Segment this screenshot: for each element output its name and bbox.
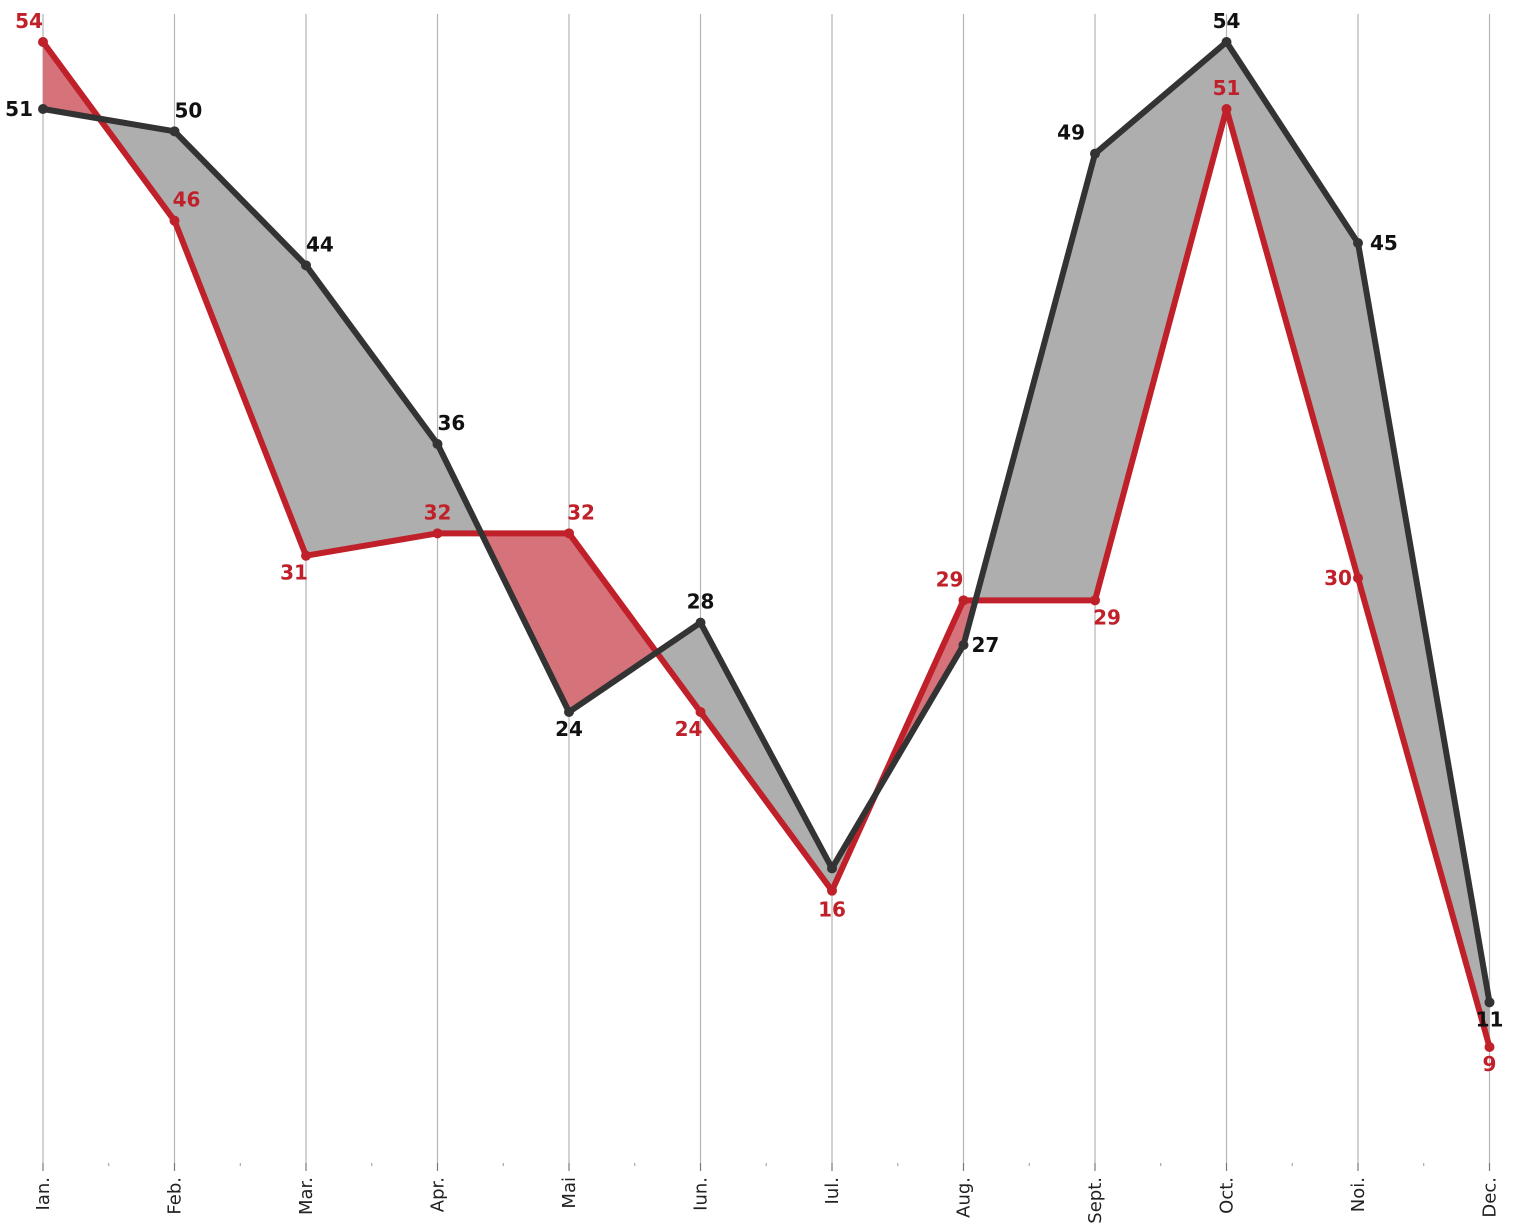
data-label-dark: 28 — [687, 590, 715, 614]
band-fill — [1095, 42, 1227, 601]
point-red — [1484, 1042, 1495, 1052]
data-label-red: 46 — [173, 188, 201, 212]
x-tick-label: Sept. — [1085, 1177, 1106, 1224]
point-dark — [1090, 148, 1100, 159]
x-tick-label: Noi. — [1348, 1177, 1369, 1212]
band-fill — [1226, 42, 1358, 578]
data-label-dark: 50 — [175, 98, 203, 122]
data-label-red: 54 — [15, 9, 43, 33]
data-label-dark: 36 — [438, 411, 466, 435]
x-tick-label: Oct. — [1217, 1177, 1238, 1214]
data-label-red: 32 — [424, 500, 452, 524]
series-line-dark — [40, 39, 1493, 1006]
x-tick-label: Aug. — [954, 1177, 975, 1218]
point-red — [695, 707, 706, 717]
data-label-dark: 27 — [972, 633, 1000, 657]
point-dark — [38, 104, 48, 114]
point-dark — [695, 617, 706, 628]
point-dark — [1484, 997, 1495, 1008]
data-label-red: 16 — [818, 898, 846, 922]
point-red — [827, 885, 837, 896]
point-dark — [827, 863, 837, 874]
x-tick-label: Apr. — [428, 1177, 449, 1212]
point-red — [432, 528, 443, 539]
series-line-red — [40, 39, 1493, 1050]
x-tick-label: Iul. — [822, 1177, 843, 1204]
data-label-red: 31 — [280, 561, 308, 585]
series-lines — [40, 39, 1493, 1050]
band-fill — [174, 131, 306, 556]
data-label-dark: 54 — [1213, 9, 1241, 33]
point-dark — [301, 260, 311, 271]
point-dark — [1353, 238, 1363, 248]
data-label-red: 32 — [567, 500, 595, 524]
data-points — [38, 37, 1495, 1052]
data-label-red: 29 — [1093, 605, 1121, 629]
x-tick-label: Mar. — [296, 1177, 317, 1215]
data-label-red: 51 — [1213, 76, 1241, 100]
point-red — [1221, 104, 1232, 114]
point-red — [38, 37, 48, 47]
data-label-dark: 45 — [1370, 231, 1398, 255]
point-red — [1090, 595, 1100, 606]
point-red — [564, 528, 574, 539]
x-tick-label: Iun. — [691, 1177, 712, 1211]
x-tick-label: Dec. — [1480, 1177, 1501, 1218]
point-red — [301, 550, 311, 561]
area-fills — [43, 42, 1490, 1047]
data-label-red: 30 — [1324, 566, 1352, 590]
data-label-red: 24 — [675, 717, 703, 741]
data-label-dark: 51 — [5, 97, 33, 121]
point-dark — [169, 126, 180, 137]
data-label-red: 9 — [1483, 1052, 1497, 1076]
band-fill — [656, 622, 701, 712]
x-axis-ticks: Ian. Feb. Mar. Apr. Mai Iun. Iul. Aug. Sept. Oct.… — [33, 1177, 1501, 1224]
data-label-red: 29 — [936, 567, 964, 591]
point-dark — [432, 439, 443, 449]
data-label-dark: 44 — [306, 232, 334, 256]
x-tick-label: Ian. — [33, 1177, 54, 1210]
band-fill — [306, 265, 438, 556]
point-dark — [958, 640, 969, 650]
x-tick-label: Mai — [559, 1177, 580, 1209]
data-labels: 51 50 44 36 24 28 27 49 54 45 11 54 46 31 32 32 24 16 29 29… — [5, 9, 1503, 1076]
point-red — [1353, 573, 1363, 583]
point-red — [169, 215, 180, 226]
x-tick-label: Feb. — [165, 1177, 186, 1215]
point-dark — [1221, 37, 1232, 47]
point-dark — [564, 707, 574, 717]
data-label-dark: 49 — [1057, 121, 1085, 145]
point-red — [958, 595, 969, 606]
data-label-dark: 24 — [555, 717, 583, 741]
data-label-dark: 11 — [1476, 1007, 1504, 1031]
